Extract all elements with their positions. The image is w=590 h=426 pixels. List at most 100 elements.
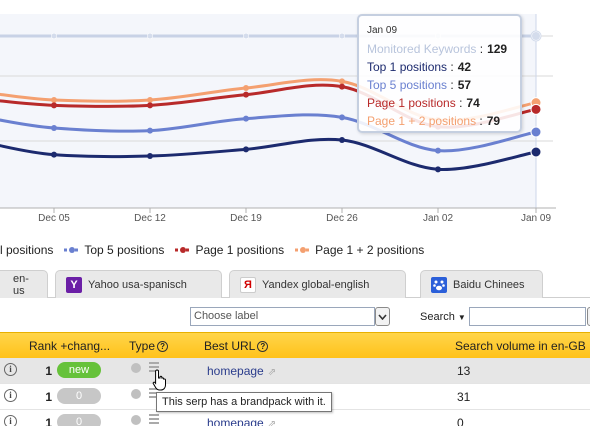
tooltip-row: Top 5 positions :57 <box>367 76 512 94</box>
rank-header-label: Rank +chang... <box>29 339 111 353</box>
best-url-link[interactable]: homepage ⇗ <box>207 416 276 426</box>
legend-label: Page 1 + 2 positions <box>315 243 425 257</box>
tab-label: en-us <box>13 272 29 297</box>
data-point <box>243 146 249 153</box>
search-volume: 0 <box>457 416 464 426</box>
globe-icon <box>131 363 141 373</box>
external-link-icon[interactable]: ⇗ <box>267 419 277 426</box>
data-point <box>530 126 542 138</box>
rank-change-badge: 0 <box>57 388 101 404</box>
tab-google-en-us[interactable]: en-us <box>0 270 48 298</box>
help-icon[interactable]: ? <box>257 340 269 352</box>
legend-item[interactable]: Page 1 positions <box>174 243 284 257</box>
table-row[interactable]: i 1 0 homepage ⇗ 0 <box>0 410 590 426</box>
choose-label-select[interactable]: Choose label <box>190 307 375 326</box>
brandpack-icon[interactable] <box>149 414 159 424</box>
rank-value: 1 <box>45 416 52 426</box>
tab-baidu-chinees[interactable]: Baidu Chinees <box>420 270 543 298</box>
x-tick-label: Dec 19 <box>230 213 262 224</box>
legend-label: l positions <box>0 243 54 257</box>
chart-legend: l positions Top 5 positions Page 1 positio… <box>0 240 434 260</box>
keyword-positions-chart: Dec 05 Dec 12 Dec 19 Dec 26 Jan 02 Jan 09 Jan… <box>0 14 556 224</box>
tab-yandex-global-english[interactable]: Я Yandex global-english <box>229 270 406 298</box>
data-point <box>243 85 249 91</box>
tab-label: Yahoo usa-spanisch <box>88 278 187 291</box>
baidu-icon <box>431 276 447 293</box>
tooltip-separator: : <box>476 114 483 128</box>
x-tick-label: Jan 02 <box>423 213 453 224</box>
best-url-link[interactable]: homepage ⇗ <box>207 364 277 378</box>
column-header-type[interactable]: Type ? <box>129 339 169 353</box>
data-point <box>147 97 153 103</box>
tooltip-series-label: Top 5 positions <box>367 78 448 92</box>
legend-swatch-icon <box>64 247 81 253</box>
tab-yahoo-usa-spanisch[interactable]: Y Yahoo usa-spanisch <box>55 270 222 298</box>
data-point <box>243 91 249 98</box>
rank-change-badge: new <box>57 362 101 378</box>
chart-tooltip: Jan 09 Monitored Keywords :129 Top 1 posi… <box>357 14 522 133</box>
legend-item[interactable]: Page 1 + 2 positions <box>294 243 424 257</box>
search-input[interactable] <box>469 307 586 326</box>
tooltip-row: Monitored Keywords :129 <box>367 40 512 58</box>
info-icon[interactable]: i <box>4 415 17 426</box>
search-volume: 31 <box>457 390 471 404</box>
brandpack-icon[interactable] <box>149 388 159 398</box>
data-point <box>147 127 153 134</box>
search-go-button[interactable] <box>587 307 590 326</box>
yahoo-icon: Y <box>66 276 82 293</box>
brandpack-tooltip: This serp has a brandpack with it. <box>156 392 332 412</box>
legend-label: Top 5 positions <box>84 243 165 257</box>
data-point <box>243 115 249 122</box>
table-row[interactable]: i 1 new homepage ⇗ 13 <box>0 358 590 384</box>
search-volume: 13 <box>457 364 471 378</box>
data-point <box>339 78 345 85</box>
tab-label: Yandex global-english <box>262 278 370 291</box>
legend-item[interactable]: Top 5 positions <box>63 243 164 257</box>
tooltip-row: Page 1 positions :74 <box>367 94 512 112</box>
tooltip-series-label: Monitored Keywords <box>367 42 477 56</box>
rank-change-badge: 0 <box>57 414 101 426</box>
x-tick-label: Dec 26 <box>326 213 358 224</box>
data-point-inner <box>339 33 345 39</box>
data-point-inner <box>243 33 249 39</box>
data-point <box>339 114 345 121</box>
globe-icon <box>131 415 141 425</box>
data-point <box>51 102 57 109</box>
data-point-inner <box>147 33 153 39</box>
x-tick-label: Dec 05 <box>38 213 70 224</box>
tooltip-row: Page 1 + 2 positions :79 <box>367 112 512 130</box>
rank-value: 1 <box>45 364 52 378</box>
tooltip-series-label: Top 1 positions <box>367 60 448 74</box>
tooltip-series-label: Page 1 + 2 positions <box>367 114 477 128</box>
tooltip-series-value: 79 <box>486 114 501 128</box>
info-icon[interactable]: i <box>4 389 17 402</box>
column-header-rank[interactable]: Rank +chang... <box>29 339 110 353</box>
help-icon[interactable]: ? <box>157 340 169 352</box>
data-point <box>51 151 57 158</box>
rank-value: 1 <box>45 390 52 404</box>
column-header-search-volume[interactable]: Search volume in en-GB <box>455 339 586 353</box>
info-icon[interactable]: i <box>4 363 17 376</box>
x-tick-label: Jan 09 <box>521 213 551 224</box>
legend-swatch-icon <box>175 247 192 253</box>
column-header-best-url[interactable]: Best URL ? <box>204 339 269 353</box>
brandpack-icon[interactable] <box>149 362 159 372</box>
legend-item[interactable]: l positions <box>0 243 53 257</box>
choose-label-placeholder: Choose label <box>194 310 259 322</box>
tooltip-date: Jan 09 <box>367 25 398 36</box>
legend-swatch-icon <box>295 247 312 253</box>
table-header: Rank +chang... Type ? Best URL ? Search … <box>0 332 590 358</box>
tooltip-series-value: 42 <box>457 60 472 74</box>
data-point-inner <box>51 33 57 39</box>
data-point <box>530 103 542 115</box>
search-dropdown[interactable]: Search ▼ <box>420 311 466 323</box>
data-point <box>339 83 345 90</box>
tooltip-row: Top 1 positions :42 <box>367 58 512 76</box>
type-header-label: Type <box>129 339 156 353</box>
choose-label-dropdown-button[interactable] <box>375 307 390 326</box>
tooltip-separator: : <box>476 42 484 56</box>
external-link-icon[interactable]: ⇗ <box>267 367 277 378</box>
data-point <box>51 125 57 131</box>
tooltip-separator: : <box>447 78 454 92</box>
volume-header-label: Search volume in en-GB <box>455 339 586 353</box>
